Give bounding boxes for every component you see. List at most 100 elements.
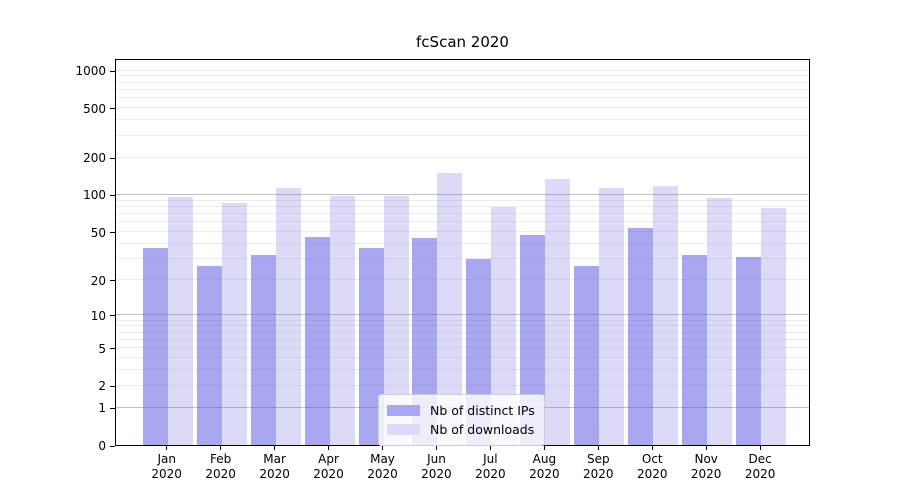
y-axis-tick-label-0: 0 [98,439,106,453]
x-axis-tick-label-may: May 2020 [367,452,398,481]
gridline-minor-80 [116,205,809,207]
y-axis-tick-label-1000: 1000 [75,64,106,78]
y-axis-tick-mark-50 [110,232,115,234]
chart-title: fcScan 2020 [416,33,509,51]
x-axis-tick-mark-jan [166,446,168,450]
bar-downloads-mar [275,187,301,445]
gridline-minor-900 [116,75,809,77]
bar-downloads-dec [761,207,787,445]
bar-downloads-jan [167,197,193,445]
y-axis-tick-label-500: 500 [83,101,106,116]
x-axis-tick-mark-oct [651,446,653,450]
x-axis-tick-label-dec: Dec 2020 [744,452,776,481]
gridline-minor-6 [116,338,809,340]
gridline-minor-1000 [116,69,809,71]
bar-distinct-ips-dec [736,256,762,445]
x-axis-tick-mark-feb [220,446,222,450]
gridline-minor-500 [116,107,809,109]
gridline-minor-700 [116,88,809,90]
x-axis-tick-mark-jul [489,446,491,450]
downloads-legend-label: Nb of downloads [430,422,535,437]
x-axis-tick-label-nov: Nov 2020 [690,452,722,481]
y-axis-tick-label-100: 100 [83,188,106,203]
gridline-minor-7 [116,331,809,333]
gridline-major-100 [116,194,809,195]
y-axis-tick-label-200: 200 [83,151,106,166]
distinct-ips-swatch [387,405,420,416]
y-axis-tick-label-50: 50 [90,225,106,240]
bar-downloads-aug [545,178,571,445]
y-axis-tick-mark-5 [110,348,115,350]
x-axis-tick-mark-dec [759,446,761,450]
x-axis-tick-mark-jun [435,446,437,450]
gridline-minor-4 [116,357,809,359]
y-axis-tick-mark-2 [110,385,115,387]
y-axis-tick-mark-200 [110,157,115,159]
y-axis-tick-mark-500 [110,108,115,110]
bar-distinct-ips-jan [142,247,168,445]
legend-item-distinct-ips: Nb of distinct IPs [387,401,535,420]
gridline-minor-30 [116,258,809,260]
bar-downloads-sep [599,187,625,445]
bar-downloads-apr [329,195,355,445]
x-axis-tick-mark-sep [597,446,599,450]
y-axis-tick-mark-10 [110,315,115,317]
x-axis-tick-label-jul: Jul 2020 [475,452,506,481]
legend: Nb of distinct IPs Nb of downloads [378,394,545,446]
x-axis-tick-label-sep: Sep 2020 [583,452,614,481]
x-axis-tick-label-mar: Mar 2020 [259,452,290,481]
gridline-minor-800 [116,81,809,83]
y-axis-tick-label-2: 2 [98,379,106,394]
x-axis-tick-label-aug: Aug 2020 [529,452,560,481]
gridline-minor-200 [116,156,809,158]
y-axis-tick-label-10: 10 [90,308,106,323]
y-axis-tick-label-20: 20 [90,273,106,288]
x-axis-tick-label-feb: Feb 2020 [205,452,236,481]
x-axis-tick-label-jun: Jun 2020 [421,452,452,481]
bar-distinct-ips-nov [682,255,708,445]
bar-downloads-nov [707,198,733,445]
y-axis-tick-mark-20 [110,280,115,282]
gridline-minor-20 [116,279,809,281]
x-axis-tick-mark-mar [274,446,276,450]
gridline-minor-8 [116,325,809,327]
bar-distinct-ips-apr [304,237,330,445]
y-axis-tick-mark-1000 [110,70,115,72]
plot-area: Nb of distinct IPs Nb of downloads [115,59,810,446]
gridline-minor-2 [116,384,809,386]
bar-distinct-ips-sep [574,266,600,445]
gridline-minor-300 [116,134,809,136]
y-axis-tick-mark-100 [110,194,115,196]
gridline-minor-3 [116,369,809,371]
gridline-minor-60 [116,221,809,223]
bar-distinct-ips-mar [250,255,276,445]
gridline-minor-5 [116,347,809,349]
x-axis-tick-mark-apr [328,446,330,450]
y-axis-tick-mark-1 [110,407,115,409]
y-axis-tick-label-5: 5 [98,341,106,356]
legend-item-downloads: Nb of downloads [387,420,535,439]
gridline-minor-40 [116,242,809,244]
gridline-minor-50 [116,231,809,233]
x-axis-tick-label-jan: Jan 2020 [151,452,182,481]
gridline-minor-90 [116,199,809,201]
bar-downloads-feb [221,203,247,445]
bar-downloads-oct [653,185,679,445]
x-axis-tick-mark-nov [705,446,707,450]
gridline-minor-9 [116,319,809,321]
gridline-major-10 [116,314,809,316]
x-axis-tick-mark-may [382,446,383,450]
bar-distinct-ips-oct [628,227,654,445]
y-axis-tick-mark-0 [110,445,115,447]
gridline-minor-600 [116,97,809,99]
gridline-minor-400 [116,119,809,121]
downloads-swatch [387,424,420,435]
x-axis-tick-label-oct: Oct 2020 [636,452,668,481]
distinct-ips-legend-label: Nb of distinct IPs [430,403,535,418]
x-axis-tick-mark-aug [543,446,545,450]
x-axis-tick-label-apr: Apr 2020 [313,452,344,481]
bar-distinct-ips-feb [196,266,222,445]
gridline-minor-70 [116,213,809,215]
y-axis-tick-label-1: 1 [98,401,106,416]
